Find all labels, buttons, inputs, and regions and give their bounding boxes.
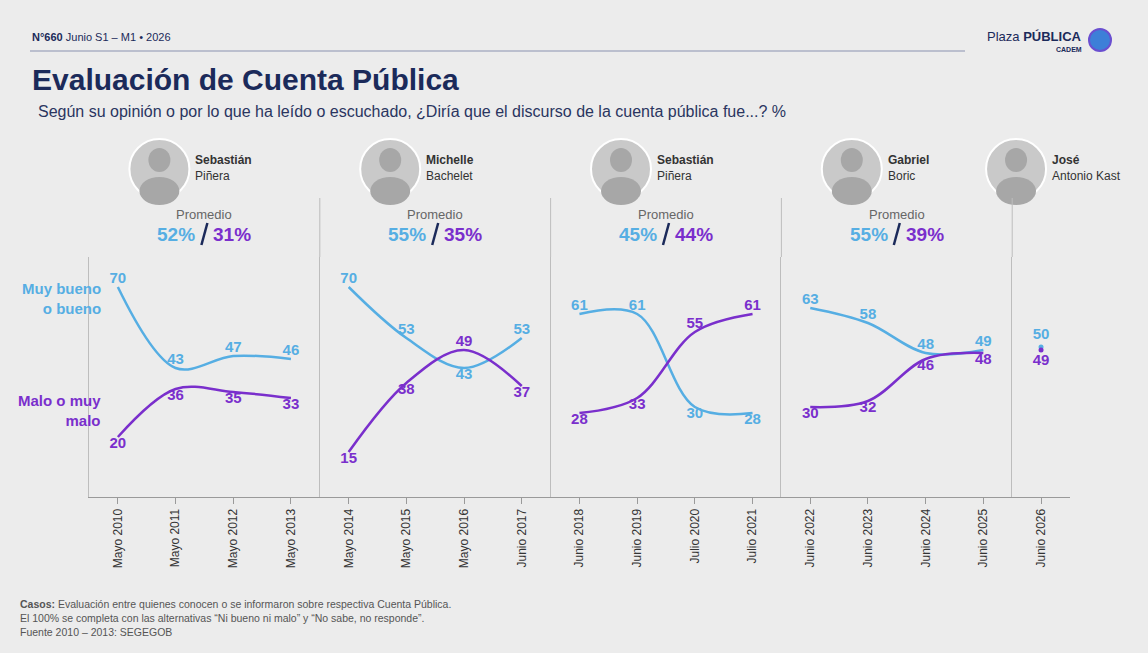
svg-text:Junio 2025: Junio 2025 bbox=[976, 508, 990, 567]
svg-text:20: 20 bbox=[110, 434, 127, 451]
svg-text:Junio 2024: Junio 2024 bbox=[919, 508, 933, 567]
svg-text:28: 28 bbox=[571, 410, 588, 427]
svg-text:30: 30 bbox=[687, 404, 704, 421]
svg-text:Junio 2018: Junio 2018 bbox=[572, 508, 586, 567]
svg-text:46: 46 bbox=[283, 341, 300, 358]
svg-text:El 100% se completa con las al: El 100% se completa con las alternativas… bbox=[20, 612, 424, 624]
svg-text:Julio 2021: Julio 2021 bbox=[745, 508, 759, 563]
svg-text:Malo o muymalo: Malo o muymalo bbox=[18, 392, 101, 429]
svg-text:44%: 44% bbox=[675, 224, 713, 245]
svg-text:Fuente 2010 – 2013: SEGEGOB: Fuente 2010 – 2013: SEGEGOB bbox=[20, 626, 172, 638]
svg-text:CADEM: CADEM bbox=[1056, 46, 1082, 53]
svg-text:63: 63 bbox=[802, 290, 819, 307]
svg-text:JoséAntonio Kast: JoséAntonio Kast bbox=[1052, 153, 1121, 183]
svg-text:Promedio: Promedio bbox=[407, 207, 463, 222]
svg-text:39%: 39% bbox=[906, 224, 944, 245]
svg-text:49: 49 bbox=[1033, 351, 1050, 368]
svg-text:31%: 31% bbox=[213, 224, 251, 245]
svg-text:Mayo 2011: Mayo 2011 bbox=[168, 508, 182, 567]
svg-text:33: 33 bbox=[629, 395, 646, 412]
svg-text:37: 37 bbox=[513, 383, 530, 400]
svg-text:48: 48 bbox=[975, 350, 992, 367]
svg-text:Evaluación de Cuenta Pública: Evaluación de Cuenta Pública bbox=[32, 63, 459, 96]
svg-text:53: 53 bbox=[513, 320, 530, 337]
svg-text:53: 53 bbox=[398, 320, 415, 337]
svg-text:46: 46 bbox=[917, 356, 934, 373]
svg-text:GabrielBoric: GabrielBoric bbox=[888, 153, 929, 183]
svg-text:N°660 Junio S1 – M1 • 2026: N°660 Junio S1 – M1 • 2026 bbox=[32, 31, 171, 43]
svg-text:61: 61 bbox=[571, 296, 588, 313]
svg-text:35%: 35% bbox=[444, 224, 482, 245]
svg-text:49: 49 bbox=[456, 332, 473, 349]
svg-text:Mayo 2012: Mayo 2012 bbox=[226, 508, 240, 568]
svg-text:Junio 2019: Junio 2019 bbox=[630, 508, 644, 567]
svg-text:30: 30 bbox=[802, 404, 819, 421]
svg-text:38: 38 bbox=[398, 380, 415, 397]
svg-text:43: 43 bbox=[167, 350, 184, 367]
svg-text:SebastiánPiñera: SebastiánPiñera bbox=[195, 153, 252, 183]
svg-text:Junio 2017: Junio 2017 bbox=[515, 508, 529, 567]
svg-text:Promedio: Promedio bbox=[176, 207, 232, 222]
svg-text:Junio 2026: Junio 2026 bbox=[1034, 508, 1048, 567]
svg-text:Mayo 2013: Mayo 2013 bbox=[284, 508, 298, 568]
svg-text:Muy buenoo bueno: Muy buenoo bueno bbox=[22, 280, 101, 317]
svg-text:70: 70 bbox=[110, 269, 127, 286]
svg-text:55: 55 bbox=[687, 314, 704, 331]
svg-text:52%: 52% bbox=[157, 224, 195, 245]
svg-text:45%: 45% bbox=[619, 224, 657, 245]
svg-text:Mayo 2010: Mayo 2010 bbox=[111, 508, 125, 568]
svg-text:15: 15 bbox=[340, 449, 357, 466]
svg-text:MichelleBachelet: MichelleBachelet bbox=[426, 153, 474, 183]
svg-text:35: 35 bbox=[225, 389, 242, 406]
svg-text:Mayo 2015: Mayo 2015 bbox=[399, 508, 413, 568]
svg-text:SebastiánPiñera: SebastiánPiñera bbox=[657, 153, 714, 183]
svg-text:55%: 55% bbox=[850, 224, 888, 245]
svg-text:48: 48 bbox=[917, 335, 934, 352]
svg-text:36: 36 bbox=[167, 386, 184, 403]
svg-text:Julio 2020: Julio 2020 bbox=[688, 508, 702, 563]
svg-text:Promedio: Promedio bbox=[638, 207, 694, 222]
svg-text:Casos: Evaluación entre quiene: Casos: Evaluación entre quienes conocen … bbox=[20, 598, 451, 610]
svg-text:Promedio: Promedio bbox=[869, 207, 925, 222]
svg-text:50: 50 bbox=[1033, 325, 1050, 342]
svg-text:61: 61 bbox=[629, 296, 646, 313]
svg-text:Mayo 2016: Mayo 2016 bbox=[457, 508, 471, 568]
svg-text:49: 49 bbox=[975, 332, 992, 349]
svg-text:70: 70 bbox=[340, 269, 357, 286]
svg-text:43: 43 bbox=[456, 365, 473, 382]
svg-text:33: 33 bbox=[283, 395, 300, 412]
svg-text:55%: 55% bbox=[388, 224, 426, 245]
svg-text:58: 58 bbox=[860, 305, 877, 322]
svg-text:47: 47 bbox=[225, 338, 242, 355]
svg-text:Junio 2023: Junio 2023 bbox=[861, 508, 875, 567]
svg-text:Mayo 2014: Mayo 2014 bbox=[342, 508, 356, 568]
svg-text:Plaza PÚBLICA: Plaza PÚBLICA bbox=[987, 29, 1082, 44]
svg-text:61: 61 bbox=[744, 296, 761, 313]
svg-text:28: 28 bbox=[744, 410, 761, 427]
svg-text:32: 32 bbox=[860, 398, 877, 415]
svg-text:Junio 2022: Junio 2022 bbox=[803, 508, 817, 567]
svg-text:Según su opinión o por lo que: Según su opinión o por lo que ha leído o… bbox=[38, 103, 786, 120]
